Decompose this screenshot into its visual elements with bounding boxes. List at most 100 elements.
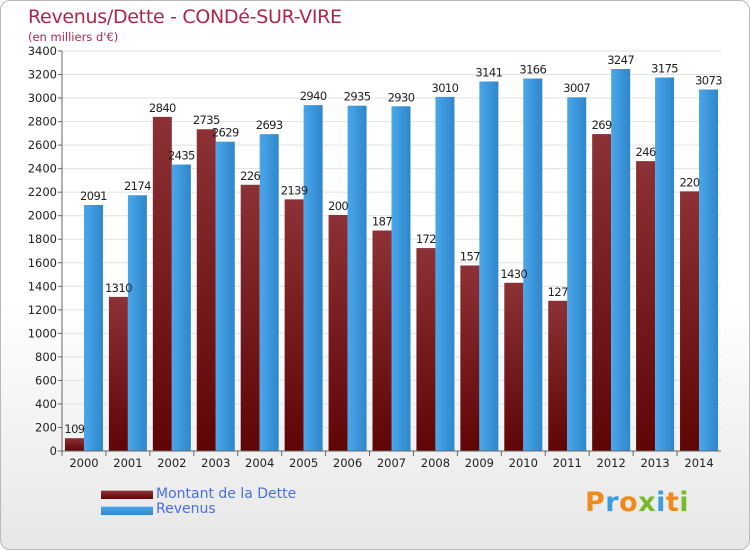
logo-letter: r [605,487,620,518]
bar-debt [64,438,84,451]
x-tick-label: 2006 [333,456,362,470]
proxiti-logo: Proxiti [585,487,689,518]
y-tick-label: 200 [35,420,57,434]
data-label-debt: 1430 [500,267,527,281]
bar-revenue [127,195,147,451]
y-tick-label: 1200 [28,303,57,317]
x-tick-label: 2003 [201,456,230,470]
bar-revenue [259,134,279,452]
y-tick-label: 1400 [28,279,57,293]
bar-debt [636,161,656,451]
x-tick-label: 2007 [377,456,406,470]
bar-revenue [523,78,543,451]
data-label-revenue: 3010 [431,81,458,95]
legend-label-debt: Montant de la Dette [156,486,297,502]
bar-debt [680,191,700,451]
bar-revenue [215,141,235,452]
logo-letter: o [619,487,639,518]
data-label-debt: 109 [64,422,84,436]
x-tick-label: 2013 [640,456,669,470]
y-tick-label: 3400 [28,44,57,58]
bar-debt [548,300,568,451]
x-tick-label: 2009 [465,456,494,470]
data-label-debt: 226 [240,169,260,183]
y-tick-label: 400 [35,397,57,411]
data-label-revenue: 3007 [563,81,590,95]
chart-title: Revenus/Dette - CONDé-SUR-VIRE [28,6,342,28]
bar-debt [108,296,128,451]
x-tick-label: 2004 [245,456,274,470]
bar-debt [328,215,348,451]
y-tick-label: 800 [35,350,57,364]
data-label-revenue: 3141 [475,65,502,79]
data-label-revenue: 2435 [168,149,195,163]
x-tick-label: 2011 [553,456,582,470]
data-label-revenue: 3166 [519,63,546,77]
bar-debt [460,265,480,451]
x-tick-label: 2002 [157,456,186,470]
bar-revenue [303,105,323,451]
data-label-revenue: 2693 [256,118,283,132]
y-tick-label: 2600 [28,138,57,152]
data-label-debt: 200 [328,199,348,213]
data-label-debt: 220 [679,175,699,189]
data-label-revenue: 2174 [124,179,151,193]
data-label-debt: 127 [548,285,568,299]
data-label-debt: 269 [592,118,612,132]
x-tick-label: 2000 [69,456,98,470]
data-label-debt: 187 [372,215,392,229]
x-tick-label: 2008 [421,456,450,470]
axes: 0 200 400 600 800 1000 1200 1400 1600 1800 2000 220… [28,44,721,470]
data-label-revenue: 3247 [607,53,634,67]
y-tick-label: 2800 [28,115,57,129]
y-tick-label: 600 [35,373,57,387]
x-tick-label: 2014 [684,456,713,470]
y-tick-label: 3200 [28,68,57,82]
x-tick-label: 2005 [289,456,318,470]
bars [64,69,719,452]
data-label-debt: 246 [636,145,656,159]
data-label-debt: 2735 [193,113,220,127]
logo-letter: x [638,487,657,518]
logo-letter: t [665,487,680,518]
data-label-revenue: 2629 [212,126,239,140]
data-label-revenue: 2940 [300,89,327,103]
bar-debt [504,282,524,451]
bar-revenue [347,105,367,452]
legend-label-revenue: Revenus [156,501,216,517]
x-tick-label: 2001 [113,456,142,470]
bar-revenue [567,97,587,451]
x-tick-label: 2012 [597,456,626,470]
y-tick-label: 2000 [28,209,57,223]
bar-revenue [655,77,675,452]
data-label-debt: 2840 [149,101,176,115]
bar-revenue [611,69,631,451]
y-tick-label: 1000 [28,326,57,340]
bar-revenue [699,89,719,452]
y-tick-label: 3000 [28,91,57,105]
data-label-revenue: 2091 [80,189,107,203]
bar-debt [284,199,304,451]
bar-revenue [171,164,191,451]
data-label-debt: 2139 [281,183,308,197]
bar-debt [196,129,216,451]
bar-debt [592,134,612,451]
bar-debt [416,248,436,451]
y-tick-label: 1600 [28,256,57,270]
logo-letter: P [585,487,606,518]
bar-debt [240,184,260,451]
y-tick-label: 2400 [28,162,57,176]
y-tick-label: 2200 [28,185,57,199]
x-tick-label: 2010 [509,456,538,470]
data-label-debt: 1310 [105,281,132,295]
y-tick-label: 1800 [28,232,57,246]
legend-swatch-debt [101,490,153,499]
data-label-debt: 157 [460,249,480,263]
logo-letter: i [679,487,690,518]
bar-revenue [391,106,411,451]
y-tick-label: 0 [50,444,57,458]
data-label-debt: 172 [416,232,436,246]
bar-revenue [479,81,499,452]
